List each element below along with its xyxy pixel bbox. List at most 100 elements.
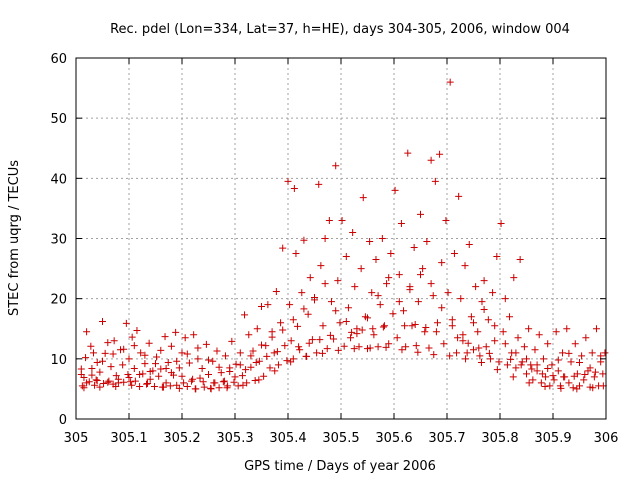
data-point xyxy=(153,353,161,361)
chart-title: Rec. pdel (Lon=334, Lat=37, h=HE), days … xyxy=(110,22,570,37)
data-point xyxy=(305,339,313,347)
data-point xyxy=(334,346,342,354)
data-point xyxy=(120,345,128,353)
data-point xyxy=(319,322,327,330)
data-point xyxy=(180,379,188,387)
y-tick-labels: 0 10 20 30 40 50 60 xyxy=(50,52,67,428)
data-point xyxy=(506,313,514,321)
data-point xyxy=(601,349,609,357)
data-point xyxy=(576,358,583,366)
data-point xyxy=(266,364,274,372)
data-point xyxy=(136,383,144,391)
data-point xyxy=(364,314,371,322)
data-point xyxy=(400,307,408,315)
data-point xyxy=(255,357,263,365)
data-point xyxy=(406,286,414,294)
data-point xyxy=(298,289,306,297)
data-point xyxy=(157,365,165,373)
data-point xyxy=(253,325,261,333)
data-point xyxy=(412,342,420,350)
data-point xyxy=(491,322,499,330)
data-point xyxy=(172,328,180,336)
data-point xyxy=(161,333,169,341)
data-point xyxy=(175,364,183,372)
data-point xyxy=(446,78,454,86)
x-tick-labels: 305 305.1 305.2 305.3 305.4 305.5 305.6 305.7 30… xyxy=(64,431,619,446)
data-point xyxy=(247,363,255,371)
data-point xyxy=(525,379,533,387)
data-point xyxy=(260,372,268,380)
data-point xyxy=(318,349,326,357)
data-point xyxy=(421,328,429,336)
data-point xyxy=(549,372,557,380)
data-point xyxy=(503,361,511,369)
y-tick-label: 50 xyxy=(50,112,67,127)
data-point xyxy=(78,382,86,390)
data-point xyxy=(391,186,399,194)
data-point xyxy=(369,325,377,333)
data-point xyxy=(462,355,470,363)
data-point xyxy=(565,379,573,387)
data-point xyxy=(431,177,439,185)
data-point xyxy=(286,301,294,309)
data-point xyxy=(395,298,403,306)
data-point xyxy=(470,319,477,327)
data-point xyxy=(436,150,444,158)
data-point xyxy=(213,347,221,355)
data-point xyxy=(355,343,363,351)
data-point xyxy=(181,334,189,342)
data-point xyxy=(127,378,135,386)
data-point xyxy=(544,364,552,372)
data-point xyxy=(131,377,139,385)
data-point xyxy=(379,323,387,331)
data-point xyxy=(414,348,422,356)
data-point xyxy=(342,318,350,326)
data-points xyxy=(77,78,609,393)
data-point xyxy=(120,378,128,386)
data-point xyxy=(219,378,227,386)
data-point xyxy=(325,216,333,224)
data-point xyxy=(243,379,251,387)
data-point xyxy=(112,372,120,380)
x-tick-label: 305 xyxy=(64,431,89,446)
data-point xyxy=(518,358,526,366)
data-point xyxy=(93,376,101,384)
data-point xyxy=(146,367,154,375)
data-point xyxy=(372,256,380,264)
data-point xyxy=(541,383,549,391)
x-tick-label: 305.2 xyxy=(163,431,200,446)
data-point xyxy=(578,352,586,360)
data-point xyxy=(389,310,397,318)
data-point xyxy=(96,383,104,391)
data-point xyxy=(167,342,175,350)
data-point xyxy=(427,156,435,164)
data-point xyxy=(199,378,207,386)
data-point xyxy=(374,343,382,351)
data-point xyxy=(410,244,418,252)
data-point xyxy=(306,274,314,282)
data-point xyxy=(423,238,431,246)
data-point xyxy=(268,333,276,341)
data-point xyxy=(224,382,232,390)
data-point xyxy=(236,361,244,369)
data-point xyxy=(359,194,367,202)
data-point xyxy=(164,358,172,366)
data-point xyxy=(189,375,197,383)
data-point xyxy=(457,295,465,303)
data-point xyxy=(242,366,250,374)
data-point xyxy=(592,325,600,333)
data-point xyxy=(292,250,300,258)
data-point xyxy=(183,383,191,391)
data-point xyxy=(417,271,424,279)
data-point xyxy=(552,328,560,336)
data-point xyxy=(385,274,393,282)
data-point xyxy=(316,336,324,344)
data-point xyxy=(125,355,133,363)
data-point xyxy=(238,372,246,380)
data-point xyxy=(290,185,298,193)
data-point xyxy=(96,368,104,376)
data-point xyxy=(370,331,378,339)
data-point xyxy=(411,321,419,329)
data-point xyxy=(597,352,605,360)
data-point xyxy=(548,361,556,369)
